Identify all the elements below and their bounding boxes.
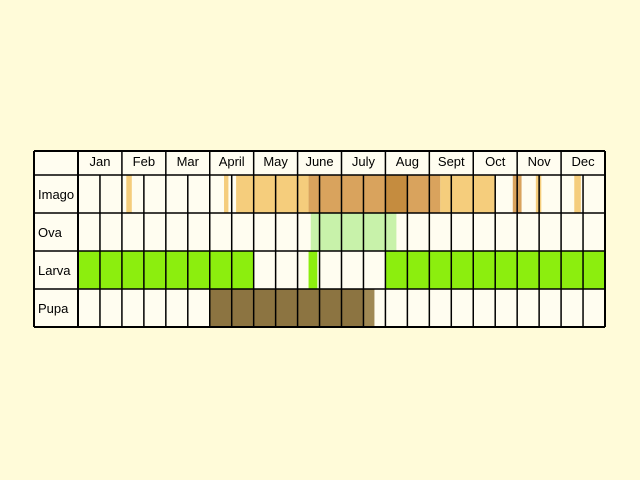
stage-label-pupa: Pupa [38, 301, 69, 316]
month-label-aug: Aug [396, 154, 419, 169]
period-bar-imago-8 [385, 175, 408, 213]
period-bar-imago-12 [574, 175, 581, 213]
period-bar-pupa-0 [209, 289, 364, 327]
stage-label-imago: Imago [38, 187, 74, 202]
stage-label-larva: Larva [38, 263, 71, 278]
period-bar-ova-0 [310, 213, 397, 251]
period-bar-larva-1 [308, 251, 318, 289]
period-layer [78, 175, 605, 327]
period-bar-pupa-1 [363, 289, 375, 327]
period-bar-imago-6 [308, 175, 386, 213]
month-label-feb: Feb [133, 154, 155, 169]
period-bar-imago-2 [236, 175, 309, 213]
month-label-jan: Jan [89, 154, 110, 169]
period-bar-imago-0 [126, 175, 132, 213]
period-bar-imago-7 [407, 175, 441, 213]
period-bar-imago-9 [440, 175, 496, 213]
stage-label-ova: Ova [38, 225, 63, 240]
month-label-nov: Nov [528, 154, 552, 169]
month-label-oct: Oct [485, 154, 506, 169]
month-label-june: June [305, 154, 333, 169]
month-label-dec: Dec [571, 154, 595, 169]
period-bar-imago-1 [224, 175, 229, 213]
month-label-april: April [219, 154, 245, 169]
month-label-may: May [263, 154, 288, 169]
month-label-sept: Sept [438, 154, 465, 169]
grid-layer [33, 150, 606, 328]
label-layer: Jan Feb Mar April May June July Aug Sept Oct Nov De… [38, 154, 595, 316]
month-label-july: July [352, 154, 376, 169]
month-label-mar: Mar [177, 154, 200, 169]
